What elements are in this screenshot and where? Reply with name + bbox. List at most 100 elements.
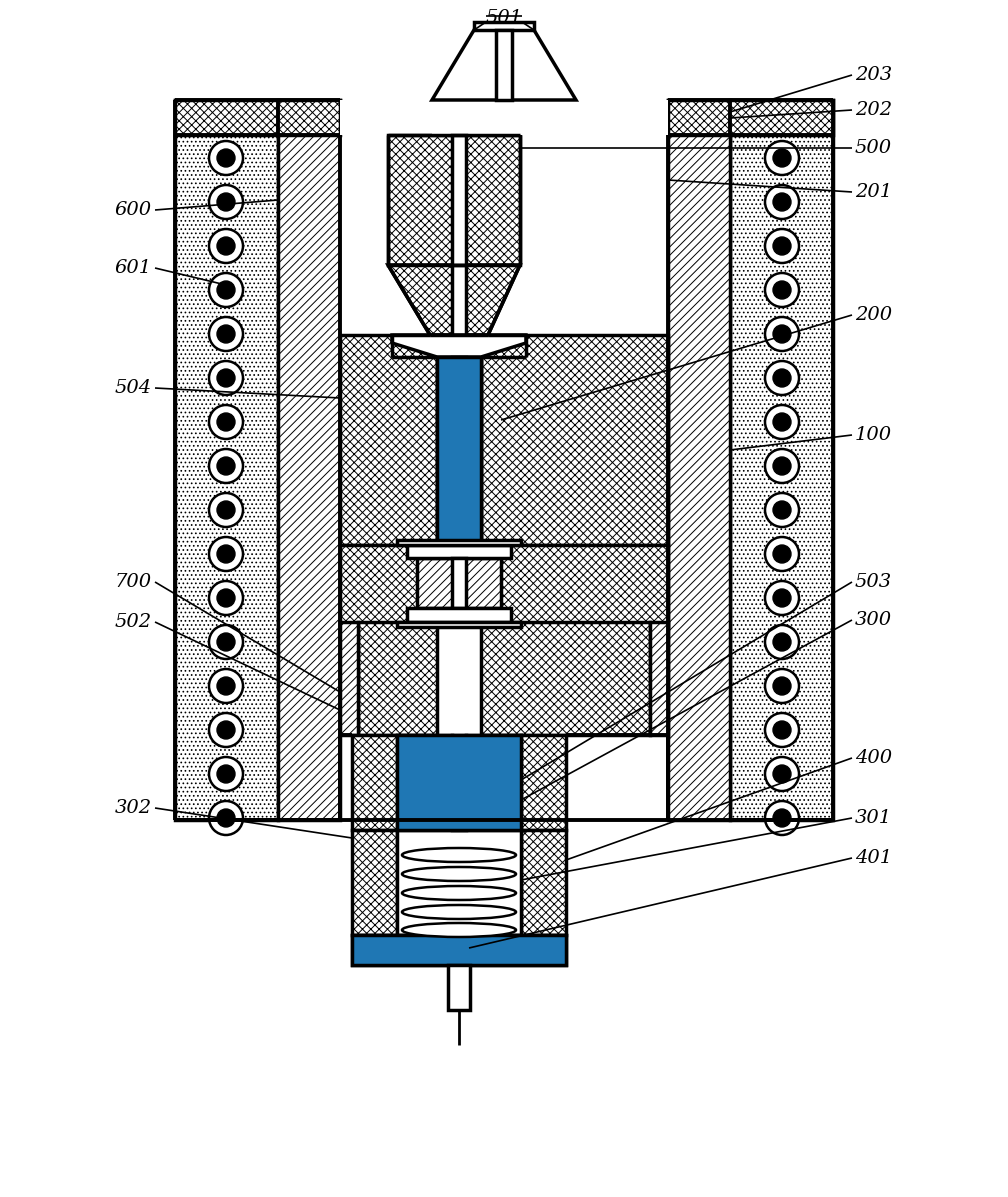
Circle shape bbox=[217, 721, 235, 739]
Bar bbox=[452, 558, 466, 608]
Bar bbox=[452, 357, 466, 545]
Circle shape bbox=[209, 449, 243, 484]
Bar bbox=[352, 830, 397, 935]
Bar bbox=[352, 935, 566, 965]
Bar bbox=[452, 135, 466, 265]
Circle shape bbox=[765, 405, 799, 439]
Bar bbox=[340, 265, 388, 340]
Circle shape bbox=[217, 589, 235, 607]
Circle shape bbox=[765, 537, 799, 571]
Bar bbox=[452, 735, 466, 830]
Bar bbox=[407, 545, 511, 558]
Text: 301: 301 bbox=[855, 809, 892, 827]
Bar bbox=[352, 935, 566, 965]
Text: 700: 700 bbox=[115, 573, 152, 591]
Bar bbox=[340, 335, 437, 545]
Polygon shape bbox=[392, 335, 526, 357]
Circle shape bbox=[217, 148, 235, 168]
Circle shape bbox=[209, 757, 243, 791]
Bar bbox=[437, 357, 481, 545]
Circle shape bbox=[765, 317, 799, 351]
Circle shape bbox=[217, 413, 235, 431]
Circle shape bbox=[217, 457, 235, 475]
Bar bbox=[397, 622, 521, 627]
Bar bbox=[352, 735, 397, 830]
Text: 500: 500 bbox=[855, 139, 892, 157]
Circle shape bbox=[209, 405, 243, 439]
Bar bbox=[437, 357, 452, 545]
Bar bbox=[358, 622, 437, 735]
Circle shape bbox=[217, 545, 235, 563]
Circle shape bbox=[217, 237, 235, 255]
Text: 300: 300 bbox=[855, 610, 892, 628]
Bar bbox=[432, 101, 576, 135]
Text: 601: 601 bbox=[115, 259, 152, 277]
Circle shape bbox=[773, 809, 791, 827]
Bar bbox=[650, 622, 668, 735]
Bar bbox=[481, 622, 650, 735]
Text: 502: 502 bbox=[115, 613, 152, 631]
Circle shape bbox=[217, 369, 235, 387]
Circle shape bbox=[765, 757, 799, 791]
Circle shape bbox=[773, 237, 791, 255]
Circle shape bbox=[209, 537, 243, 571]
Circle shape bbox=[209, 801, 243, 836]
Bar bbox=[521, 735, 566, 830]
Bar bbox=[481, 335, 668, 545]
Bar bbox=[397, 735, 452, 830]
Circle shape bbox=[773, 281, 791, 299]
Circle shape bbox=[217, 809, 235, 827]
Bar bbox=[397, 830, 521, 935]
Text: 503: 503 bbox=[855, 573, 892, 591]
Bar bbox=[340, 622, 358, 735]
Circle shape bbox=[217, 193, 235, 211]
Bar bbox=[397, 735, 521, 830]
Bar bbox=[521, 830, 566, 935]
Circle shape bbox=[773, 326, 791, 344]
Circle shape bbox=[209, 669, 243, 703]
Circle shape bbox=[217, 326, 235, 344]
Circle shape bbox=[773, 413, 791, 431]
Circle shape bbox=[217, 633, 235, 651]
Bar bbox=[175, 101, 278, 820]
Bar bbox=[520, 265, 668, 340]
Bar bbox=[496, 30, 512, 101]
Circle shape bbox=[765, 273, 799, 306]
Circle shape bbox=[765, 361, 799, 395]
Bar bbox=[340, 545, 437, 627]
Circle shape bbox=[209, 229, 243, 263]
Bar bbox=[340, 101, 668, 135]
Circle shape bbox=[209, 581, 243, 615]
Text: 200: 200 bbox=[855, 306, 892, 324]
Circle shape bbox=[773, 193, 791, 211]
Text: 203: 203 bbox=[855, 66, 892, 84]
Ellipse shape bbox=[402, 905, 516, 919]
Circle shape bbox=[765, 449, 799, 484]
Bar bbox=[388, 135, 520, 265]
Circle shape bbox=[217, 502, 235, 519]
Text: 302: 302 bbox=[115, 800, 152, 818]
Circle shape bbox=[765, 669, 799, 703]
Circle shape bbox=[209, 273, 243, 306]
Bar bbox=[481, 545, 668, 627]
Bar bbox=[278, 101, 340, 820]
Text: 401: 401 bbox=[855, 849, 892, 867]
Bar bbox=[668, 101, 833, 135]
Ellipse shape bbox=[402, 847, 516, 862]
Bar bbox=[175, 101, 340, 135]
Bar bbox=[407, 608, 511, 622]
Circle shape bbox=[773, 633, 791, 651]
Text: 202: 202 bbox=[855, 101, 892, 119]
Circle shape bbox=[217, 765, 235, 783]
Bar bbox=[417, 558, 501, 608]
Circle shape bbox=[765, 581, 799, 615]
Circle shape bbox=[773, 678, 791, 695]
Circle shape bbox=[765, 493, 799, 527]
Circle shape bbox=[773, 545, 791, 563]
Circle shape bbox=[773, 148, 791, 168]
Circle shape bbox=[209, 625, 243, 660]
Circle shape bbox=[209, 713, 243, 747]
Circle shape bbox=[773, 765, 791, 783]
Text: 201: 201 bbox=[855, 183, 892, 201]
Circle shape bbox=[773, 369, 791, 387]
